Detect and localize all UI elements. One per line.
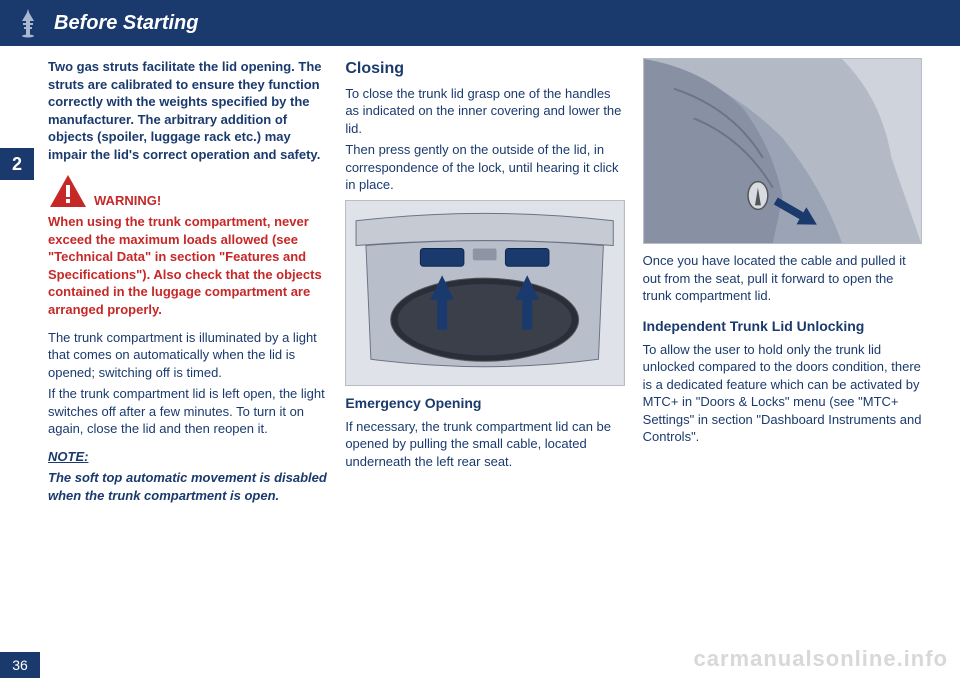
emergency-heading: Emergency Opening <box>345 394 624 413</box>
maserati-logo <box>10 5 46 41</box>
watermark: carmanualsonline.info <box>694 646 949 672</box>
note-text: The soft top automatic movement is disab… <box>48 469 327 504</box>
page-number: 36 <box>0 652 40 678</box>
warning-triangle-icon <box>48 173 88 209</box>
warning-header: WARNING! <box>48 173 327 209</box>
closing-text-2: Then press gently on the outside of the … <box>345 141 624 194</box>
note-label: NOTE: <box>48 449 88 464</box>
cable-text: Once you have located the cable and pull… <box>643 252 922 305</box>
warning-text: When using the trunk compartment, never … <box>48 213 327 318</box>
independent-heading: Independent Trunk Lid Unlocking <box>643 317 922 336</box>
struts-intro: Two gas struts facilitate the lid openin… <box>48 58 327 163</box>
column-2: Closing To close the trunk lid grasp one… <box>345 58 624 508</box>
trunk-closing-figure <box>345 200 624 386</box>
closing-heading: Closing <box>345 58 624 80</box>
closing-text-1: To close the trunk lid grasp one of the … <box>345 85 624 138</box>
warning-label: WARNING! <box>94 192 161 210</box>
emergency-text: If necessary, the trunk compartment lid … <box>345 418 624 471</box>
main-content: Two gas struts facilitate the lid openin… <box>0 46 960 508</box>
section-title: Before Starting <box>54 12 198 35</box>
light-off-text: If the trunk compartment lid is left ope… <box>48 385 327 438</box>
chapter-tab: 2 <box>0 148 34 180</box>
column-3: Once you have located the cable and pull… <box>643 58 922 508</box>
page-header: Before Starting <box>0 0 960 46</box>
independent-text: To allow the user to hold only the trunk… <box>643 341 922 446</box>
seat-cable-figure <box>643 58 922 244</box>
column-1: Two gas struts facilitate the lid openin… <box>48 58 327 508</box>
light-text: The trunk compartment is illuminated by … <box>48 329 327 382</box>
